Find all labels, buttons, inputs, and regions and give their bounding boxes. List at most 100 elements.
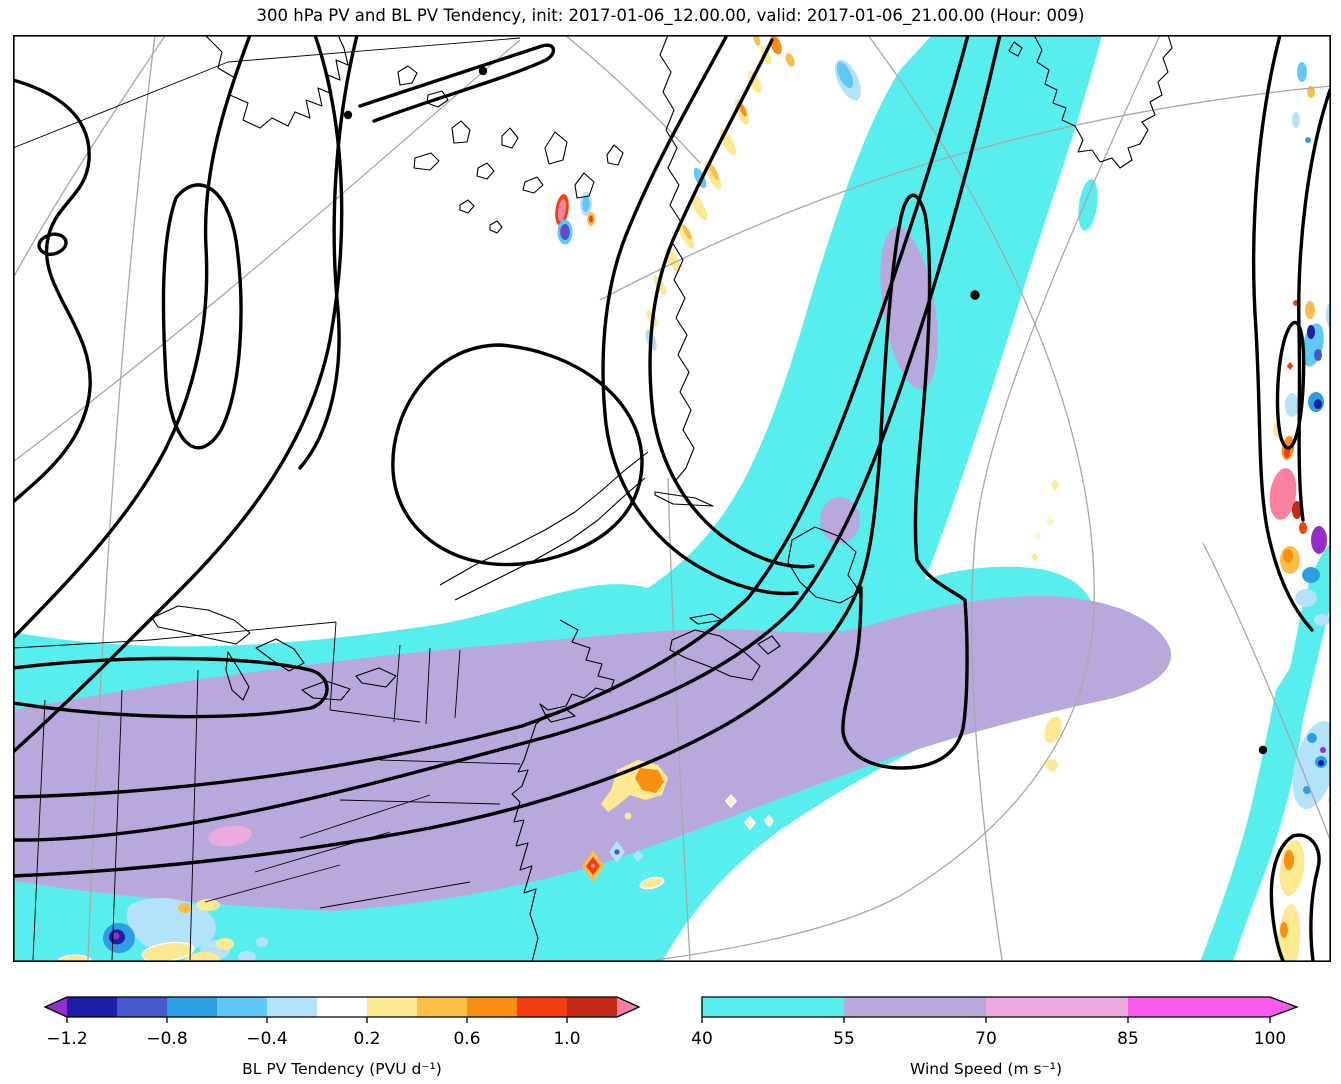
cape-breton <box>757 635 781 655</box>
graticule-line <box>13 35 167 279</box>
graticule-line <box>970 35 1161 961</box>
pv-contour <box>13 450 882 878</box>
graticule-line <box>599 85 1331 301</box>
colorbar-segment <box>1128 997 1271 1017</box>
tendency-spot <box>639 876 665 890</box>
pv-contour <box>1269 833 1321 962</box>
quebec-lake <box>544 131 568 165</box>
colorbar-tick-label: −0.8 <box>146 1029 187 1049</box>
colorbar-segment <box>167 997 218 1017</box>
tendency-spot <box>1292 721 1331 809</box>
pv-contour <box>13 35 344 754</box>
pv-contour <box>391 343 644 567</box>
tendency-spot <box>1046 759 1058 771</box>
pv-contour <box>13 656 329 719</box>
colorbar-wind-speed: 40 55 70 85 100 Wind Speed (m s⁻¹) <box>691 996 1299 1078</box>
colorbar-tick-label: 70 <box>975 1029 997 1049</box>
tendency-spot <box>1305 301 1315 319</box>
pv-contour <box>161 183 243 450</box>
cyan-sliver <box>1078 179 1098 231</box>
pv-contour <box>1297 88 1331 522</box>
pv-contour <box>601 35 799 596</box>
quebec-lake <box>574 172 595 199</box>
tendency-spot <box>753 35 761 46</box>
tendency-spot <box>256 937 268 947</box>
state-borders <box>339 799 501 805</box>
tendency-spot <box>590 863 596 869</box>
colorbar-panel: −1.2 −0.8 −0.4 0.2 0.6 1.0 BL PV Tendency (PVU… <box>43 996 1299 1078</box>
map-canvas <box>13 35 1331 962</box>
graticule-line <box>654 35 1095 961</box>
colorbar-tick-label: 0.2 <box>353 1029 380 1049</box>
state-borders <box>425 647 431 725</box>
tendency-spot <box>1307 86 1315 98</box>
quebec-lake <box>397 65 418 86</box>
tendency-spot <box>1314 349 1322 361</box>
tendency-spot <box>1030 549 1040 565</box>
tendency-spot <box>739 103 747 117</box>
colorbar-tick-label: 85 <box>1117 1029 1139 1049</box>
pv-contour <box>13 35 970 799</box>
graticule-line <box>1202 542 1331 843</box>
tendency-spot <box>1307 325 1315 339</box>
tendency-spot <box>1044 512 1056 530</box>
colorbar-pv-tendency: −1.2 −0.8 −0.4 0.2 0.6 1.0 BL PV Tendency (PVU… <box>43 996 641 1078</box>
colorbar-segment <box>567 997 618 1017</box>
tendency-spot <box>785 53 795 67</box>
colorbar-segment <box>467 997 518 1017</box>
tendency-spot <box>1292 112 1300 128</box>
colorbar-under-arrow <box>45 997 67 1017</box>
pv-contour <box>841 558 969 770</box>
tendency-spot <box>216 938 234 950</box>
pv-contour <box>13 35 252 640</box>
pv-contour-dot <box>343 110 353 120</box>
band-spot-55-70 <box>820 497 860 543</box>
quebec-lake <box>489 220 503 234</box>
pv-contours <box>13 35 1331 962</box>
tendency-spot <box>1311 526 1327 554</box>
colorbar-axis-label: BL PV Tendency (PVU d⁻¹) <box>242 1060 442 1078</box>
colorbar-tick-label: 1.0 <box>553 1029 580 1049</box>
pv-contour <box>1275 320 1306 450</box>
border-line <box>13 37 521 149</box>
lake-erie <box>301 680 351 701</box>
tendency-spot <box>561 226 567 236</box>
map-canvas <box>13 35 1331 962</box>
colorbar-axis-label: Wind Speed (m s⁻¹) <box>910 1060 1062 1078</box>
tendency-spot <box>57 954 93 962</box>
pv-contour-dot <box>478 66 488 76</box>
greenland-island <box>1008 41 1023 57</box>
tendency-spot <box>709 163 719 181</box>
colorbar-segment <box>986 997 1129 1017</box>
tendency-spot <box>1049 476 1061 494</box>
colorbar-over-arrow <box>617 997 639 1017</box>
tendency-spot <box>126 898 216 953</box>
pv-contour <box>358 43 556 123</box>
tendency-spot <box>693 167 707 189</box>
colorbar-segment <box>417 997 468 1017</box>
tendency-spot <box>184 951 220 962</box>
tendency-spot <box>1044 716 1062 744</box>
tendency-spot <box>196 899 220 911</box>
state-borders <box>204 864 341 903</box>
colorbar-segment <box>217 997 268 1017</box>
nova-scotia <box>669 629 761 681</box>
graticule-line <box>87 35 156 961</box>
graticule <box>13 35 1331 961</box>
colorbar-tick-label: 40 <box>691 1029 713 1049</box>
tendency-spot <box>763 814 775 828</box>
tendency-spot <box>1305 137 1311 143</box>
tendency-spot <box>1280 922 1288 938</box>
tendency-spot <box>743 815 757 831</box>
tendency-spot <box>1269 468 1297 520</box>
graticule-line <box>564 35 701 164</box>
lake-huron <box>255 638 305 672</box>
tendency-spot <box>238 951 256 962</box>
quebec-lake <box>413 152 440 171</box>
tendency-spot <box>614 849 620 855</box>
colorbar-segment <box>317 997 368 1017</box>
pv-contour <box>1251 35 1314 632</box>
tendency-spot <box>836 62 854 88</box>
tendency-spot <box>1283 549 1293 563</box>
